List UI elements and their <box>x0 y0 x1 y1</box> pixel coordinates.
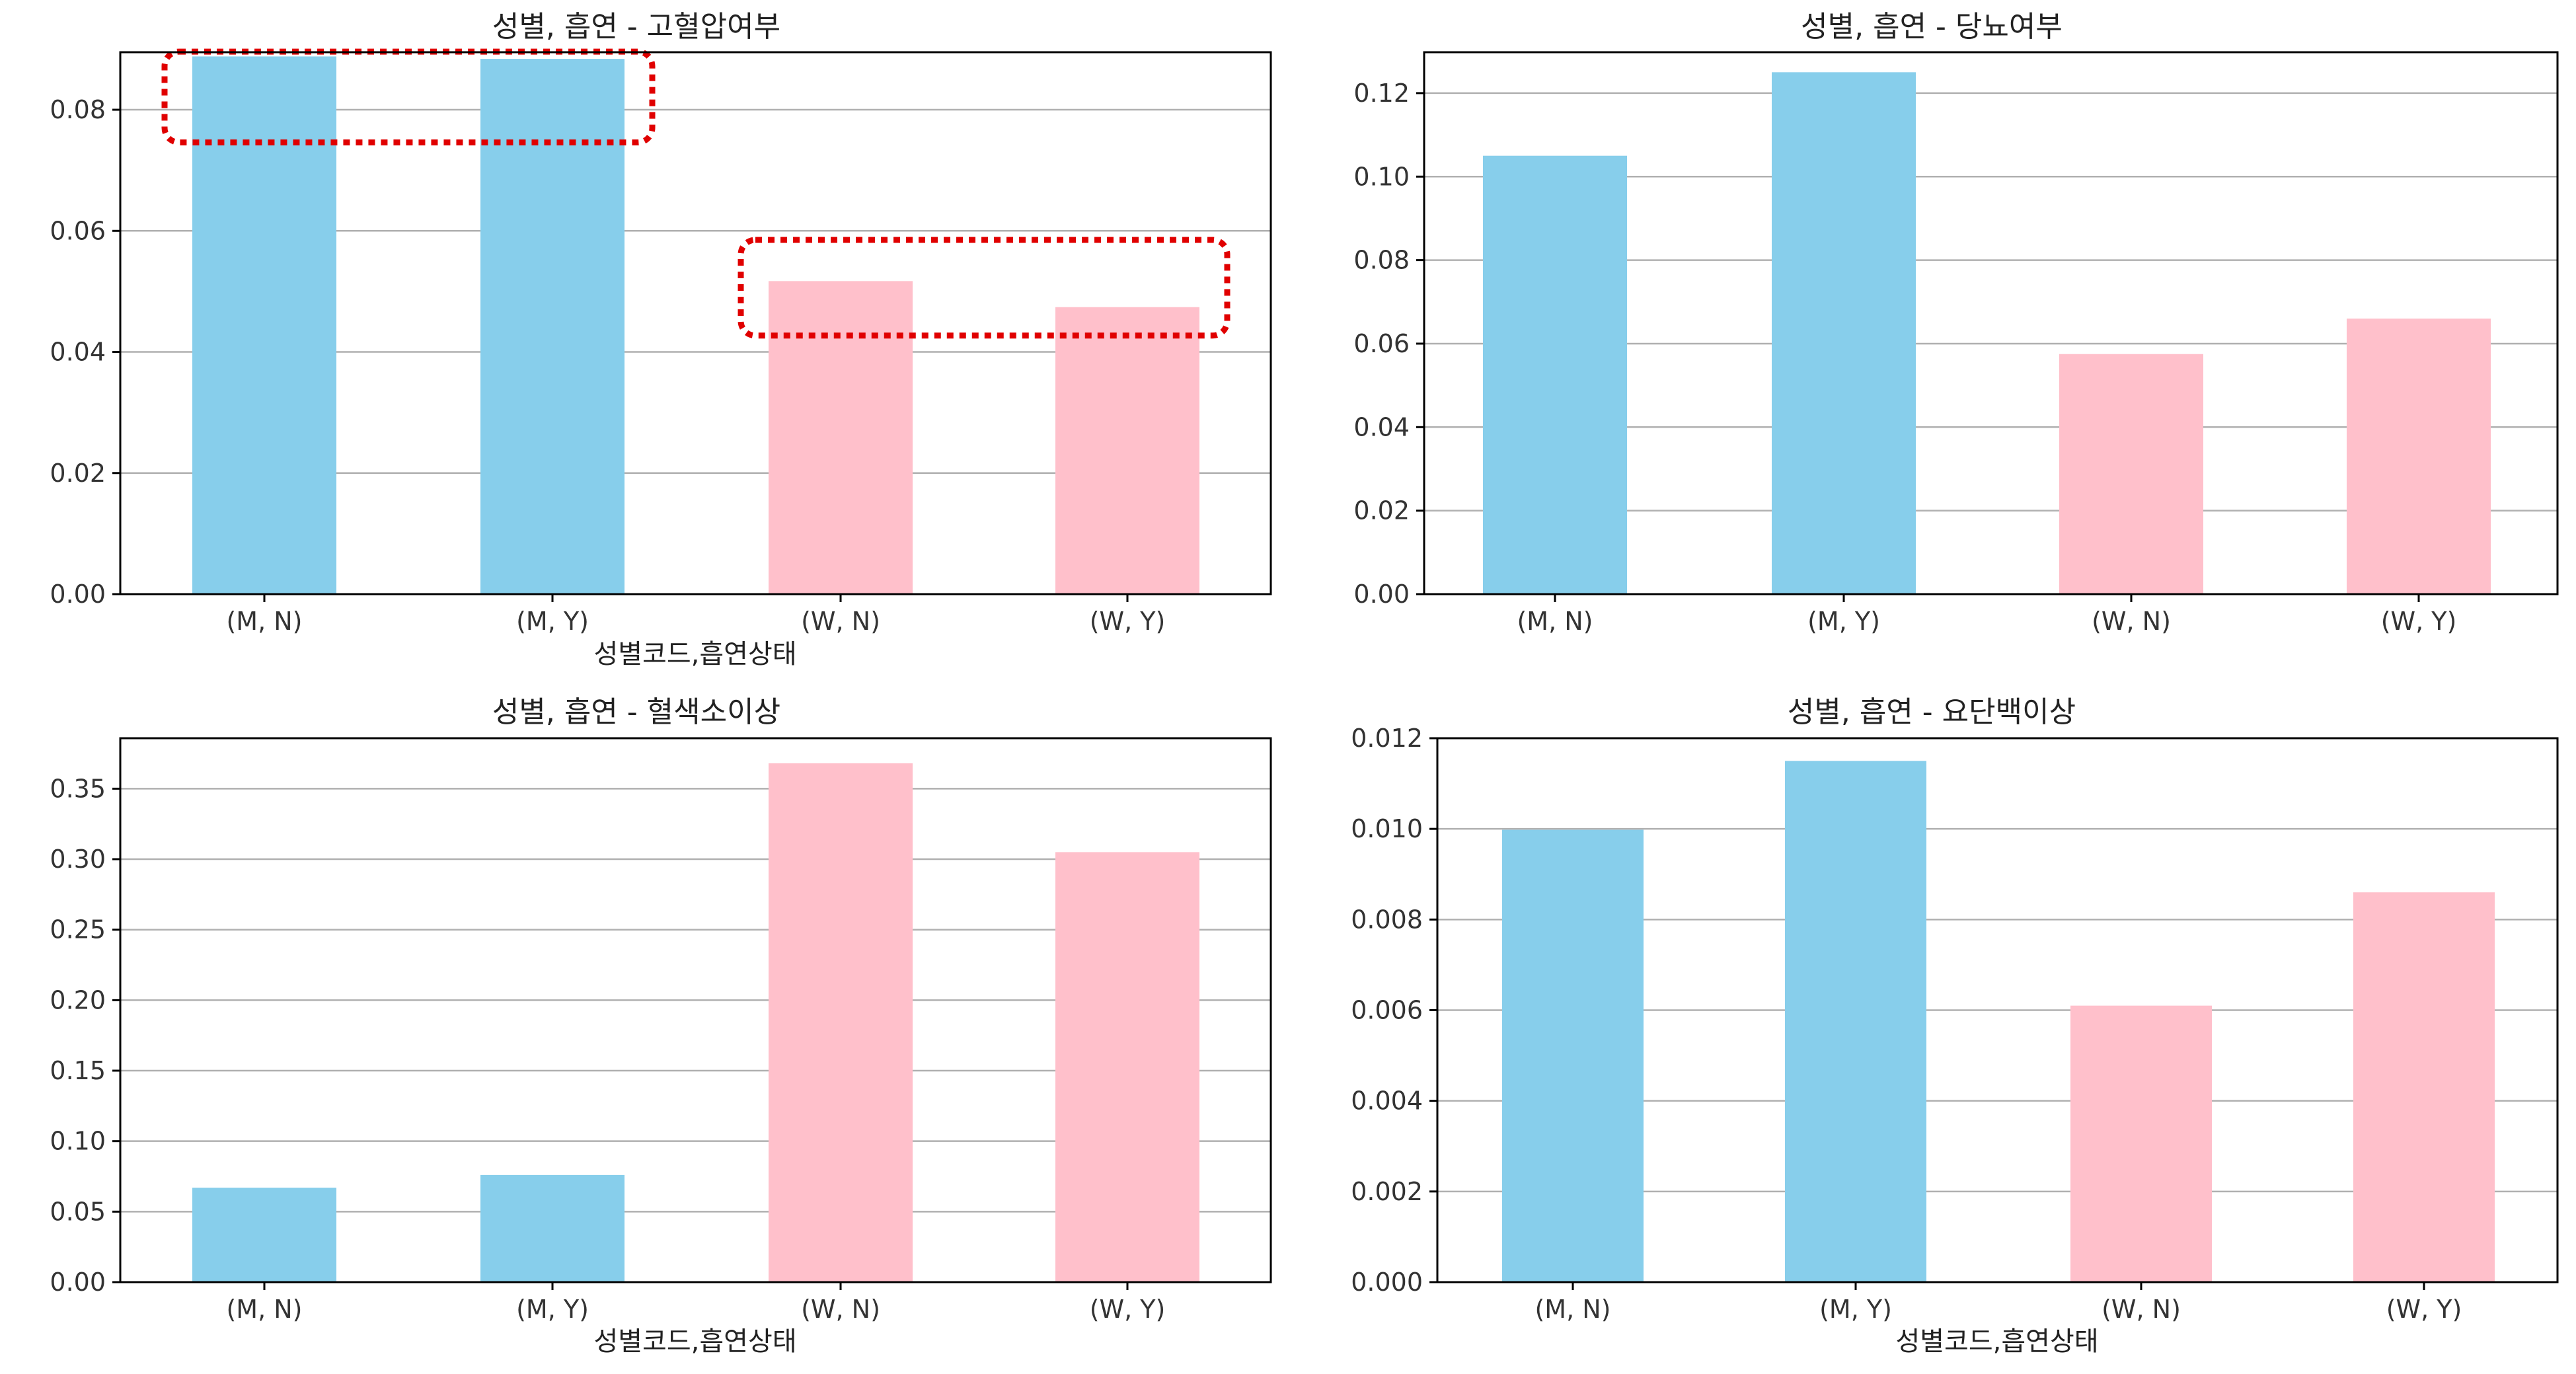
x-tick-label: (M, Y) <box>516 1295 589 1324</box>
subplot-proteinuria: 성별, 흡연 - 요단백이상 0.000 0.002 0.004 0.006 0.008… <box>1351 695 2559 1357</box>
y-tick-label: 0.000 <box>1351 1268 1423 1297</box>
subplot-title: 성별, 흡연 - 고혈압여부 <box>492 10 780 44</box>
bar-group <box>1502 761 2495 1282</box>
bar <box>1772 72 1916 594</box>
bar <box>769 763 913 1282</box>
x-tick-label: (M, Y) <box>1807 607 1880 636</box>
axes-frame <box>119 51 1272 595</box>
bar <box>192 1188 336 1282</box>
bar-group <box>192 763 1199 1282</box>
bar <box>192 56 336 595</box>
subplot-hemoglobin: 성별, 흡연 - 혈색소이상 0.000.050.100.150.200.250… <box>50 695 1272 1357</box>
y-tick-label: 0.008 <box>1351 905 1423 934</box>
y-tick-label: 0.12 <box>1353 79 1410 108</box>
x-axis-label: 성별코드,흡연상태 <box>1895 1326 2098 1357</box>
bar <box>2347 319 2491 594</box>
subplot-title: 성별, 흡연 - 요단백이상 <box>1788 695 2076 729</box>
subplot-diabetes: 성별, 흡연 - 당뇨여부 0.000.020.040.060.080.100.… <box>1353 10 2559 636</box>
y-tick-label: 0.10 <box>50 1127 106 1156</box>
y-tick-label: 0.08 <box>1353 246 1410 275</box>
y-tick-label: 0.06 <box>1353 329 1410 358</box>
bar <box>480 1174 625 1282</box>
y-tick-label: 0.20 <box>50 985 106 1014</box>
y-axis-ticks: 0.00 0.05 0.10 0.15 0.20 0.25 0.30 0.35 <box>50 774 120 1297</box>
x-tick-label: (M, N) <box>1517 607 1593 636</box>
x-axis-label: 성별코드,흡연상태 <box>593 1326 796 1357</box>
axes-frame <box>1436 737 2559 1283</box>
bar-group <box>192 56 1199 595</box>
bar <box>1502 829 1644 1282</box>
x-tick-label: (M, N) <box>226 607 302 636</box>
x-tick-label: (M, N) <box>226 1295 302 1324</box>
y-tick-label: 0.05 <box>50 1197 106 1226</box>
y-tick-label: 0.004 <box>1351 1087 1423 1116</box>
x-tick-label: (M, Y) <box>1819 1295 1892 1324</box>
axes-frame <box>119 737 1272 1283</box>
y-tick-label: 0.10 <box>1353 162 1410 191</box>
bar <box>1785 761 1926 1282</box>
y-tick-label: 0.002 <box>1351 1177 1423 1206</box>
x-tick-label: (W, N) <box>2092 607 2171 636</box>
y-axis-ticks: 0.00 0.02 0.04 0.06 0.08 <box>50 95 120 609</box>
bar <box>2070 1005 2212 1282</box>
bar <box>2353 892 2495 1282</box>
x-tick-label: (W, N) <box>2102 1295 2181 1324</box>
y-axis-ticks: 0.000 0.002 0.004 0.006 0.008 0.010 0.012 <box>1351 724 1437 1297</box>
y-tick-label: 0.06 <box>50 216 106 245</box>
y-tick-label: 0.00 <box>50 1268 106 1297</box>
y-tick-label: 0.02 <box>1353 496 1410 525</box>
subplot-title: 성별, 흡연 - 당뇨여부 <box>1801 10 2063 44</box>
bar <box>769 281 913 594</box>
x-axis-ticks: (M, N) (M, Y) (W, N) (W, Y) <box>1534 1282 2462 1324</box>
x-axis-ticks: (M, N) (M, Y) (W, N) (W, Y) <box>1517 594 2456 636</box>
y-tick-label: 0.08 <box>50 95 106 124</box>
x-tick-label: (W, N) <box>801 607 880 636</box>
bar <box>1055 852 1199 1282</box>
x-axis-ticks: (M, N) (M, Y) (W, N) (W, Y) <box>226 1282 1165 1324</box>
x-tick-label: (W, Y) <box>1090 1295 1166 1324</box>
y-tick-label: 0.012 <box>1351 724 1423 753</box>
bar <box>1055 307 1199 594</box>
y-axis-ticks: 0.00 0.02 0.04 0.06 0.08 0.10 0.12 <box>1353 79 1424 609</box>
bar <box>1483 155 1627 594</box>
subplot-title: 성별, 흡연 - 혈색소이상 <box>492 695 780 729</box>
y-tick-label: 0.00 <box>1353 580 1410 609</box>
x-tick-label: (W, N) <box>801 1295 880 1324</box>
x-tick-label: (M, Y) <box>516 607 589 636</box>
y-tick-label: 0.04 <box>50 338 106 367</box>
y-tick-label: 0.010 <box>1351 814 1423 843</box>
x-tick-label: (W, Y) <box>2386 1295 2462 1324</box>
x-tick-label: (M, N) <box>1534 1295 1610 1324</box>
y-tick-label: 0.25 <box>50 915 106 944</box>
y-tick-label: 0.30 <box>50 845 106 874</box>
y-tick-label: 0.04 <box>1353 412 1410 441</box>
y-tick-label: 0.00 <box>50 580 106 609</box>
x-axis-label: 성별코드,흡연상태 <box>593 639 796 669</box>
subplot-hypertension: 성별, 흡연 - 고혈압여부 0.00 0.02 0.04 0.06 0.08 (M, … <box>50 10 1272 669</box>
axes-frame <box>1423 51 2559 595</box>
bar-group <box>1483 72 2491 594</box>
y-tick-label: 0.15 <box>50 1056 106 1085</box>
y-tick-label: 0.35 <box>50 774 106 803</box>
x-tick-label: (W, Y) <box>2381 607 2457 636</box>
y-tick-label: 0.02 <box>50 459 106 488</box>
highlight-box <box>738 237 1231 339</box>
y-tick-label: 0.006 <box>1351 996 1423 1025</box>
bar <box>2059 354 2203 594</box>
x-tick-label: (W, Y) <box>1090 607 1166 636</box>
bar <box>480 59 625 595</box>
x-axis-ticks: (M, N) (M, Y) (W, N) (W, Y) <box>226 594 1165 636</box>
